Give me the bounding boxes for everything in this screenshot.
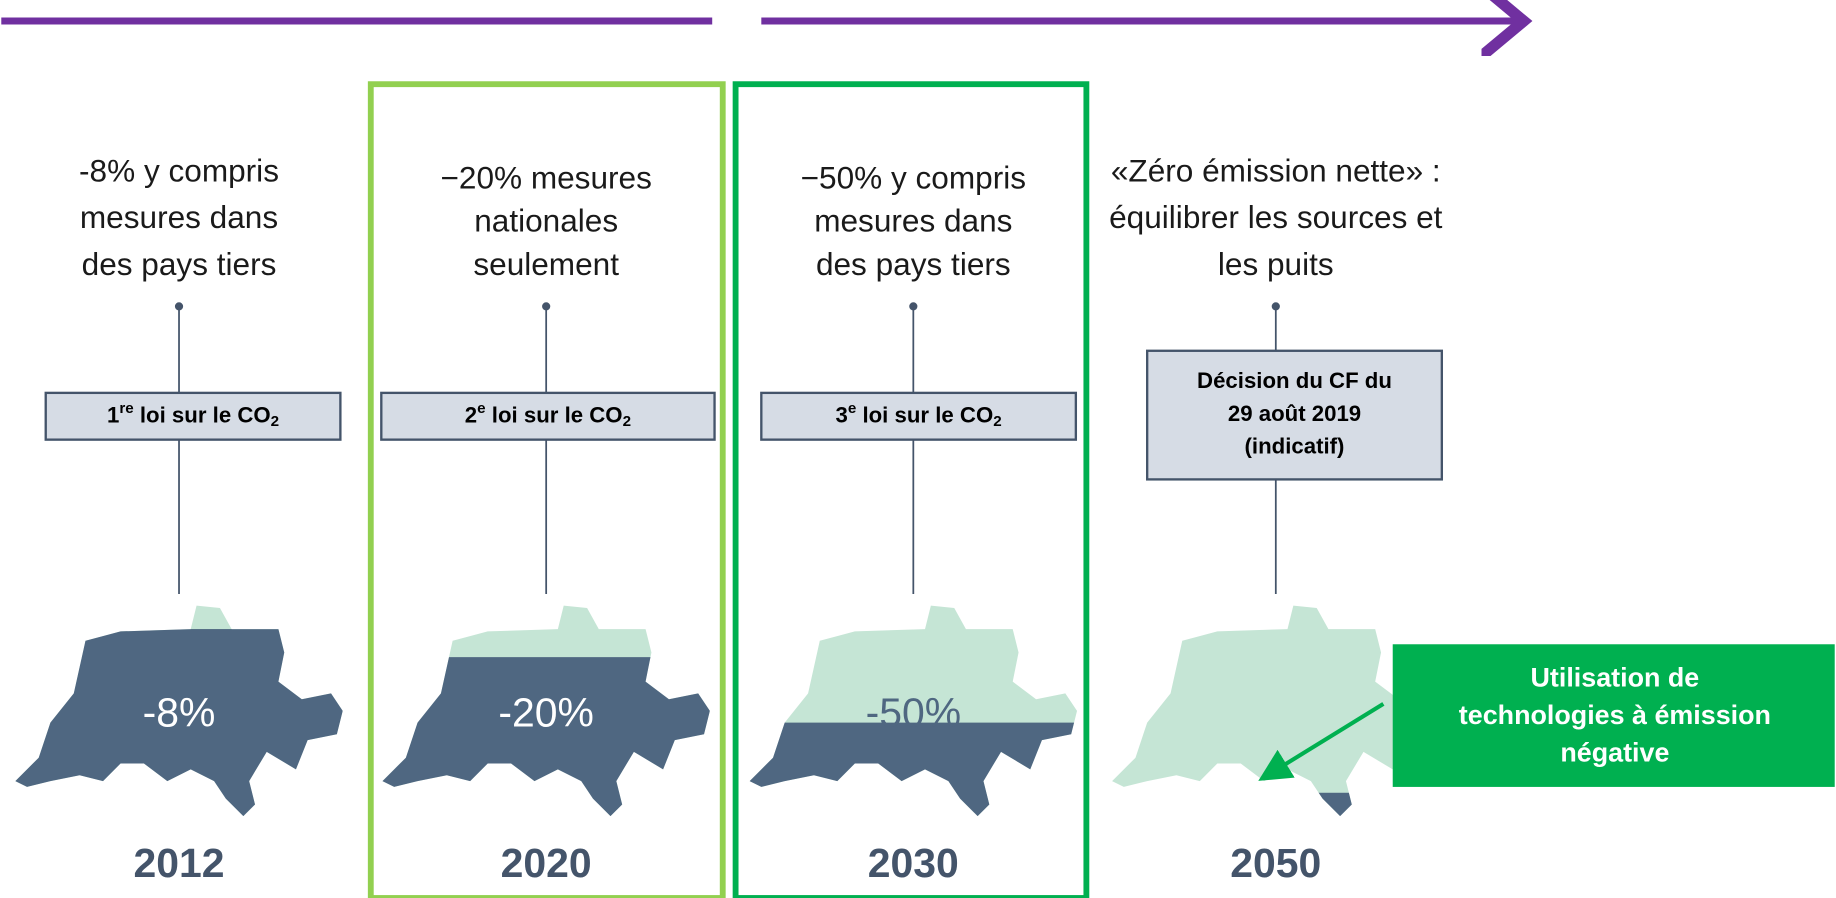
callout-box [1392, 644, 1835, 787]
connector-dot [909, 302, 918, 311]
description: −20% mesures [440, 159, 651, 195]
law-subscript: 2 [623, 413, 631, 430]
map [1112, 605, 1440, 817]
law-suffix: e [848, 400, 856, 417]
description: équilibrer les sources et [1109, 199, 1443, 235]
reduction-label: -8% [143, 689, 216, 735]
law-text: loi sur le CO [856, 402, 993, 427]
callout-text: technologies à émission [1459, 700, 1771, 730]
law-label: 2e loi sur le CO2 [465, 400, 631, 430]
law-label: 3e loi sur le CO2 [835, 400, 1001, 430]
year-label: 2050 [1230, 840, 1321, 886]
map-shape [1112, 605, 1440, 817]
law-subscript: 2 [271, 413, 279, 430]
highlight-frame [367, 81, 726, 898]
description: -8% y compris [79, 152, 279, 188]
decision-text: 29 août 2019 [1228, 401, 1361, 426]
callout-text: Utilisation de [1531, 662, 1700, 692]
description: des pays tiers [816, 246, 1011, 282]
law-text: loi sur le CO [134, 402, 271, 427]
description: mesures dans [80, 199, 278, 235]
decision-text: Décision du CF du [1197, 368, 1392, 393]
description: les puits [1218, 246, 1334, 282]
reduction-label: -20% [498, 689, 594, 735]
map-emitted-part [382, 657, 710, 817]
connector-dot [542, 302, 551, 311]
year-label: 2012 [134, 840, 225, 886]
callout-text: négative [1560, 737, 1669, 767]
law-ordinal: 2 [465, 402, 477, 427]
description: seulement [473, 246, 619, 282]
connector-dot [1271, 302, 1280, 311]
law-label: 1re loi sur le CO2 [107, 400, 279, 430]
law-suffix: re [119, 400, 133, 417]
law-box [44, 391, 342, 441]
connector-dot [174, 302, 184, 311]
law-text: loi sur le CO [486, 402, 623, 427]
highlight-frame [732, 81, 1090, 898]
description: nationales [474, 203, 618, 239]
callout-arrow [1258, 702, 1385, 781]
law-box [760, 391, 1078, 441]
decision-text: (indicatif) [1245, 434, 1345, 459]
map-emitted-part [749, 722, 1078, 817]
year-label: 2030 [868, 840, 959, 886]
reduction-label: -50% [866, 689, 962, 735]
law-ordinal: 1 [107, 402, 119, 427]
year-label: 2020 [501, 840, 592, 886]
description: −50% y compris [801, 159, 1026, 195]
law-suffix: e [477, 400, 485, 417]
law-box [1146, 349, 1444, 481]
description: des pays tiers [82, 246, 277, 282]
law-subscript: 2 [993, 413, 1001, 430]
law-ordinal: 3 [835, 402, 847, 427]
description: mesures dans [814, 203, 1012, 239]
map-emitted-part [1112, 792, 1440, 817]
law-box [380, 391, 716, 441]
description: «Zéro émission nette» : [1111, 152, 1441, 188]
